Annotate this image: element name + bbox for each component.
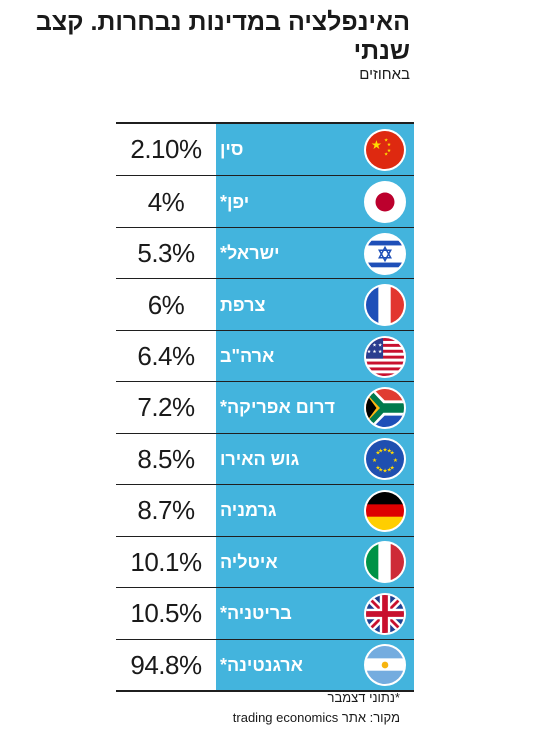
country-label: צרפת [220, 294, 266, 315]
country-label: יפן* [220, 191, 250, 212]
values-column [116, 124, 216, 690]
table-row: 94.8% ארגנטינה* [116, 638, 414, 691]
inflation-value: 2.10% [130, 134, 202, 165]
svg-text:★: ★ [390, 465, 395, 472]
svg-text:★: ★ [375, 465, 380, 472]
italy-flag-icon [364, 541, 406, 584]
table-row: 6% צרפת [116, 278, 414, 330]
inflation-value: 94.8% [130, 649, 202, 680]
table-row: 8.5% גוש האירו ★ ★ ★ ★ ★ ★ ★ ★ ★ ★ ★ ★ [116, 432, 414, 485]
country-label: איטליה [220, 551, 278, 572]
table-row: 6.4% ארה"ב ★ ★ ★ ★ ★ ★ [116, 329, 414, 382]
inflation-value: 8.7% [137, 495, 195, 526]
table-row: 4% יפן* [116, 175, 414, 227]
table-row: 7.2% דרום אפריקה* [116, 381, 414, 433]
germany-flag-icon [364, 489, 406, 532]
svg-text:★: ★ [375, 450, 380, 457]
table-row: 2.10% סין ★ ★ ★ ★ ★ [116, 124, 414, 175]
svg-text:★: ★ [382, 468, 387, 475]
country-label: ארה"ב [220, 346, 275, 367]
inflation-value: 6.4% [137, 341, 195, 372]
israel-flag-icon [364, 232, 406, 275]
svg-text:★: ★ [378, 467, 383, 474]
table-row: 10.5% בריטניה* [116, 587, 414, 639]
country-label: בריטניה* [220, 603, 292, 624]
country-label: סין [220, 139, 244, 160]
eu-flag-icon: ★ ★ ★ ★ ★ ★ ★ ★ ★ ★ ★ ★ [364, 438, 406, 481]
france-flag-icon [364, 284, 406, 327]
table-row: 8.7% גרמניה [116, 484, 414, 536]
usa-flag-icon: ★ ★ ★ ★ ★ ★ [364, 335, 406, 378]
svg-text:★: ★ [384, 137, 388, 143]
svg-text:★: ★ [390, 450, 395, 457]
south-africa-flag-icon [364, 386, 406, 429]
source-note: מקור: אתר trading economics [232, 710, 400, 725]
country-label: ישראל* [220, 243, 280, 264]
japan-flag-icon [364, 181, 406, 224]
svg-text:★ ★ ★: ★ ★ ★ [367, 349, 382, 355]
svg-text:★ ★ ★: ★ ★ ★ [367, 342, 382, 348]
china-flag-icon: ★ ★ ★ ★ ★ [364, 128, 406, 171]
inflation-value: 10.5% [130, 598, 202, 629]
inflation-value: 8.5% [137, 443, 195, 474]
svg-text:★: ★ [378, 448, 383, 455]
inflation-value: 5.3% [137, 238, 195, 269]
country-label: גרמניה [220, 500, 277, 521]
inflation-value: 4% [147, 186, 185, 217]
uk-flag-icon [364, 592, 406, 635]
svg-text:★: ★ [387, 448, 392, 455]
chart-subtitle: באחוזים [359, 66, 410, 83]
chart-title: האינפלציה במדינות נבחרות. קצב שנתי [35, 8, 410, 65]
table-row: 10.1% איטליה [116, 535, 414, 588]
inflation-value: 7.2% [137, 392, 195, 423]
inflation-value: 6% [147, 289, 185, 320]
svg-text:★: ★ [387, 148, 391, 154]
svg-text:★: ★ [372, 457, 377, 464]
table-row: 5.3% ישראל* [116, 226, 414, 279]
country-label: ארגנטינה* [220, 654, 303, 675]
inflation-value: 10.1% [130, 546, 202, 577]
country-label: גוש האירו [220, 448, 300, 469]
inflation-table: 2.10% סין ★ ★ ★ ★ ★ 4% יפן* 5.3% ישראל* 6% צרפת 6.4% א… [116, 122, 414, 692]
country-label: דרום אפריקה* [220, 397, 335, 418]
footnote: *נתוני דצמבר [327, 690, 400, 705]
svg-text:★: ★ [384, 151, 388, 157]
svg-text:★: ★ [387, 467, 392, 474]
argentina-flag-icon [364, 644, 406, 687]
svg-text:★: ★ [371, 138, 382, 152]
svg-text:★: ★ [393, 457, 398, 464]
svg-text:★: ★ [382, 447, 387, 454]
svg-text:★: ★ [387, 142, 391, 148]
